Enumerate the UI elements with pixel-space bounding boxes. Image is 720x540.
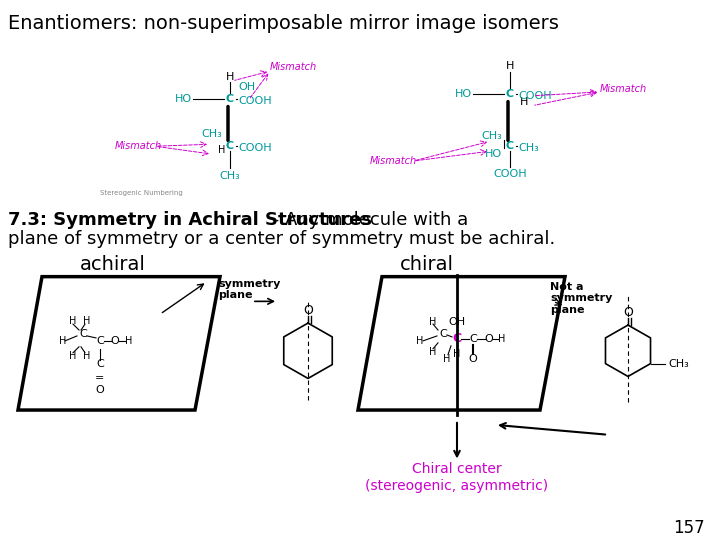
Text: C: C [506, 141, 514, 151]
Text: CH₃: CH₃ [481, 131, 502, 141]
Text: H: H [520, 97, 528, 107]
Text: H: H [69, 316, 77, 326]
Text: H: H [429, 317, 437, 327]
Text: Mismatch: Mismatch [370, 156, 417, 166]
Text: O: O [469, 354, 477, 363]
Text: COOH: COOH [518, 91, 552, 101]
Text: HO: HO [455, 89, 472, 99]
Text: H: H [125, 336, 132, 346]
Text: 7.3: Symmetry in Achiral Structures: 7.3: Symmetry in Achiral Structures [8, 212, 372, 230]
Text: H: H [84, 350, 91, 361]
Text: O: O [303, 303, 313, 317]
Text: C: C [469, 334, 477, 344]
Text: 157: 157 [673, 519, 705, 537]
Text: HO: HO [485, 149, 502, 159]
Text: =: = [95, 374, 104, 383]
Text: H: H [84, 316, 91, 326]
Text: - Any molecule with a: - Any molecule with a [267, 212, 468, 230]
Text: Mismatch: Mismatch [600, 84, 647, 94]
Text: C: C [79, 329, 87, 339]
Text: C: C [439, 329, 447, 339]
Text: H: H [506, 61, 514, 71]
Text: symmetry
plane: symmetry plane [218, 279, 280, 300]
Text: O: O [111, 336, 120, 346]
Text: O: O [96, 385, 104, 395]
Text: OH: OH [238, 82, 255, 92]
Text: Mismatch: Mismatch [115, 141, 162, 151]
Text: H: H [217, 145, 225, 155]
Text: achiral: achiral [80, 255, 146, 274]
Text: HO: HO [175, 94, 192, 104]
Text: C: C [226, 94, 234, 104]
Text: O: O [485, 334, 493, 344]
Text: C: C [96, 336, 104, 346]
Text: CH₃: CH₃ [518, 143, 539, 153]
Text: COOH: COOH [238, 96, 271, 106]
Text: C: C [452, 333, 462, 346]
Text: H: H [59, 336, 67, 346]
Text: H: H [429, 347, 437, 357]
Text: OH: OH [449, 317, 466, 327]
Text: C: C [96, 359, 104, 369]
Text: O: O [623, 306, 633, 319]
Text: Mismatch: Mismatch [270, 62, 317, 72]
Text: H: H [498, 334, 505, 344]
Text: Chiral center
(stereogenic, asymmetric): Chiral center (stereogenic, asymmetric) [366, 462, 549, 492]
Text: H: H [226, 72, 234, 82]
Text: COOH: COOH [493, 169, 527, 179]
Text: Not a
symmetry
plane: Not a symmetry plane [550, 281, 613, 315]
Text: H: H [416, 336, 423, 346]
Polygon shape [358, 276, 565, 410]
Text: COOH: COOH [238, 143, 271, 153]
Polygon shape [18, 276, 220, 410]
Text: Enantiomers: non-superimposable mirror image isomers: Enantiomers: non-superimposable mirror i… [8, 14, 559, 33]
Text: H: H [454, 349, 461, 359]
Text: chiral: chiral [400, 255, 454, 274]
Text: plane of symmetry or a center of symmetry must be achiral.: plane of symmetry or a center of symmetr… [8, 230, 555, 248]
Text: CH₃: CH₃ [668, 359, 689, 369]
Text: H: H [444, 354, 451, 363]
Text: H: H [69, 350, 77, 361]
Text: C: C [506, 89, 514, 99]
Text: CH₃: CH₃ [202, 130, 222, 139]
Text: CH₃: CH₃ [220, 171, 240, 181]
Text: Stereogenic Numbering: Stereogenic Numbering [100, 190, 183, 195]
Text: C: C [226, 141, 234, 151]
